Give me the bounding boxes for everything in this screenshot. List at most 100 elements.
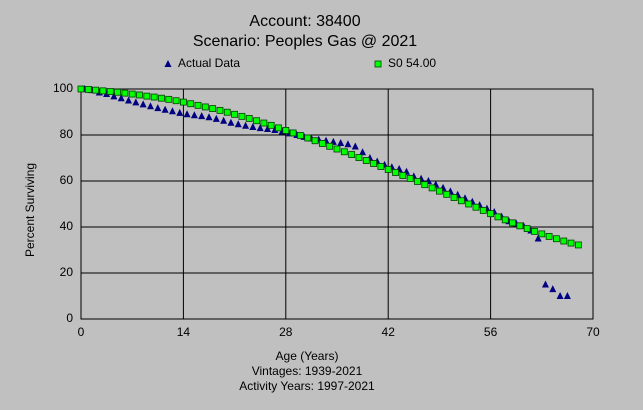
data-point — [297, 132, 304, 139]
y-tick-label: 80 — [60, 127, 74, 141]
data-point — [318, 140, 326, 147]
data-point — [77, 85, 85, 93]
data-point — [538, 230, 546, 238]
legend-marker — [164, 60, 172, 67]
data-point — [333, 145, 341, 153]
data-point — [194, 101, 202, 109]
data-point — [205, 113, 213, 121]
y-tick-label: 100 — [53, 81, 73, 95]
data-point — [435, 187, 443, 195]
data-point — [465, 200, 473, 208]
data-point — [245, 115, 253, 122]
data-point — [351, 142, 359, 150]
data-point — [154, 104, 162, 112]
data-point — [421, 181, 429, 189]
data-point — [242, 121, 250, 129]
data-point — [92, 86, 100, 94]
data-point — [355, 154, 363, 161]
data-point — [549, 285, 557, 293]
y-tick-label: 0 — [66, 311, 73, 325]
note: Activity Years: 1997-2021 — [239, 379, 375, 393]
data-point — [220, 116, 228, 124]
data-point — [311, 137, 319, 145]
data-point — [128, 90, 136, 98]
y-tick-label: 40 — [60, 219, 74, 233]
data-point — [158, 94, 165, 102]
data-point — [377, 163, 385, 170]
data-point — [556, 292, 564, 299]
data-point — [541, 280, 549, 288]
x-tick-label: 70 — [586, 325, 600, 339]
data-point — [553, 235, 560, 243]
x-tick-label: 0 — [78, 325, 85, 339]
data-point — [472, 203, 480, 211]
data-point — [179, 98, 187, 106]
data-point — [531, 227, 538, 235]
data-point — [234, 120, 242, 128]
data-point — [139, 100, 147, 108]
data-point — [161, 105, 169, 113]
data-point — [509, 219, 516, 227]
data-point — [99, 87, 107, 95]
data-point — [231, 110, 239, 118]
data-point — [172, 97, 180, 105]
data-point — [212, 114, 220, 122]
x-axis-label: Age (Years) — [276, 349, 339, 363]
data-point — [516, 222, 524, 230]
data-point — [344, 140, 352, 148]
data-point — [370, 160, 377, 167]
data-point — [238, 112, 246, 120]
data-point — [340, 148, 348, 156]
data-point — [267, 121, 275, 129]
data-point — [125, 96, 133, 104]
data-point — [450, 194, 458, 201]
data-point — [479, 207, 487, 214]
data-point — [282, 127, 290, 134]
legend-marker — [374, 60, 382, 68]
data-point — [574, 241, 582, 249]
data-point — [132, 98, 140, 106]
data-point — [146, 102, 154, 110]
data-point — [150, 93, 158, 101]
data-point — [198, 112, 206, 120]
data-point — [227, 118, 235, 126]
data-point — [84, 86, 92, 93]
data-point — [487, 210, 495, 218]
data-point — [110, 92, 118, 100]
data-point — [384, 166, 392, 173]
x-tick-label: 28 — [279, 325, 293, 339]
data-point — [443, 190, 451, 198]
data-point — [414, 178, 421, 185]
data-point — [143, 92, 151, 100]
data-point — [289, 129, 297, 137]
data-point — [168, 107, 176, 115]
x-tick-label: 56 — [484, 325, 498, 339]
data-point — [260, 119, 268, 127]
data-point — [275, 124, 282, 132]
data-point — [117, 94, 125, 102]
data-point — [501, 216, 509, 224]
data-point — [183, 110, 191, 118]
data-point — [326, 142, 334, 150]
data-point — [249, 122, 257, 130]
data-point — [560, 237, 568, 245]
data-point — [201, 103, 209, 111]
data-point — [264, 125, 272, 133]
data-point — [114, 88, 121, 96]
chart-subtitle: Scenario: Peoples Gas @ 2021 — [193, 33, 417, 50]
legend-label: Actual Data — [178, 56, 240, 70]
data-point — [457, 197, 465, 205]
data-point — [253, 117, 260, 125]
data-point — [563, 292, 571, 299]
data-point — [176, 108, 184, 116]
legend-label: S0 54.00 — [388, 56, 436, 70]
data-point — [428, 184, 436, 192]
data-point — [209, 105, 217, 112]
data-point — [567, 239, 575, 247]
data-point — [121, 89, 129, 97]
data-point — [348, 151, 356, 158]
data-point — [223, 108, 231, 116]
data-point — [165, 95, 173, 103]
data-point — [545, 233, 553, 240]
